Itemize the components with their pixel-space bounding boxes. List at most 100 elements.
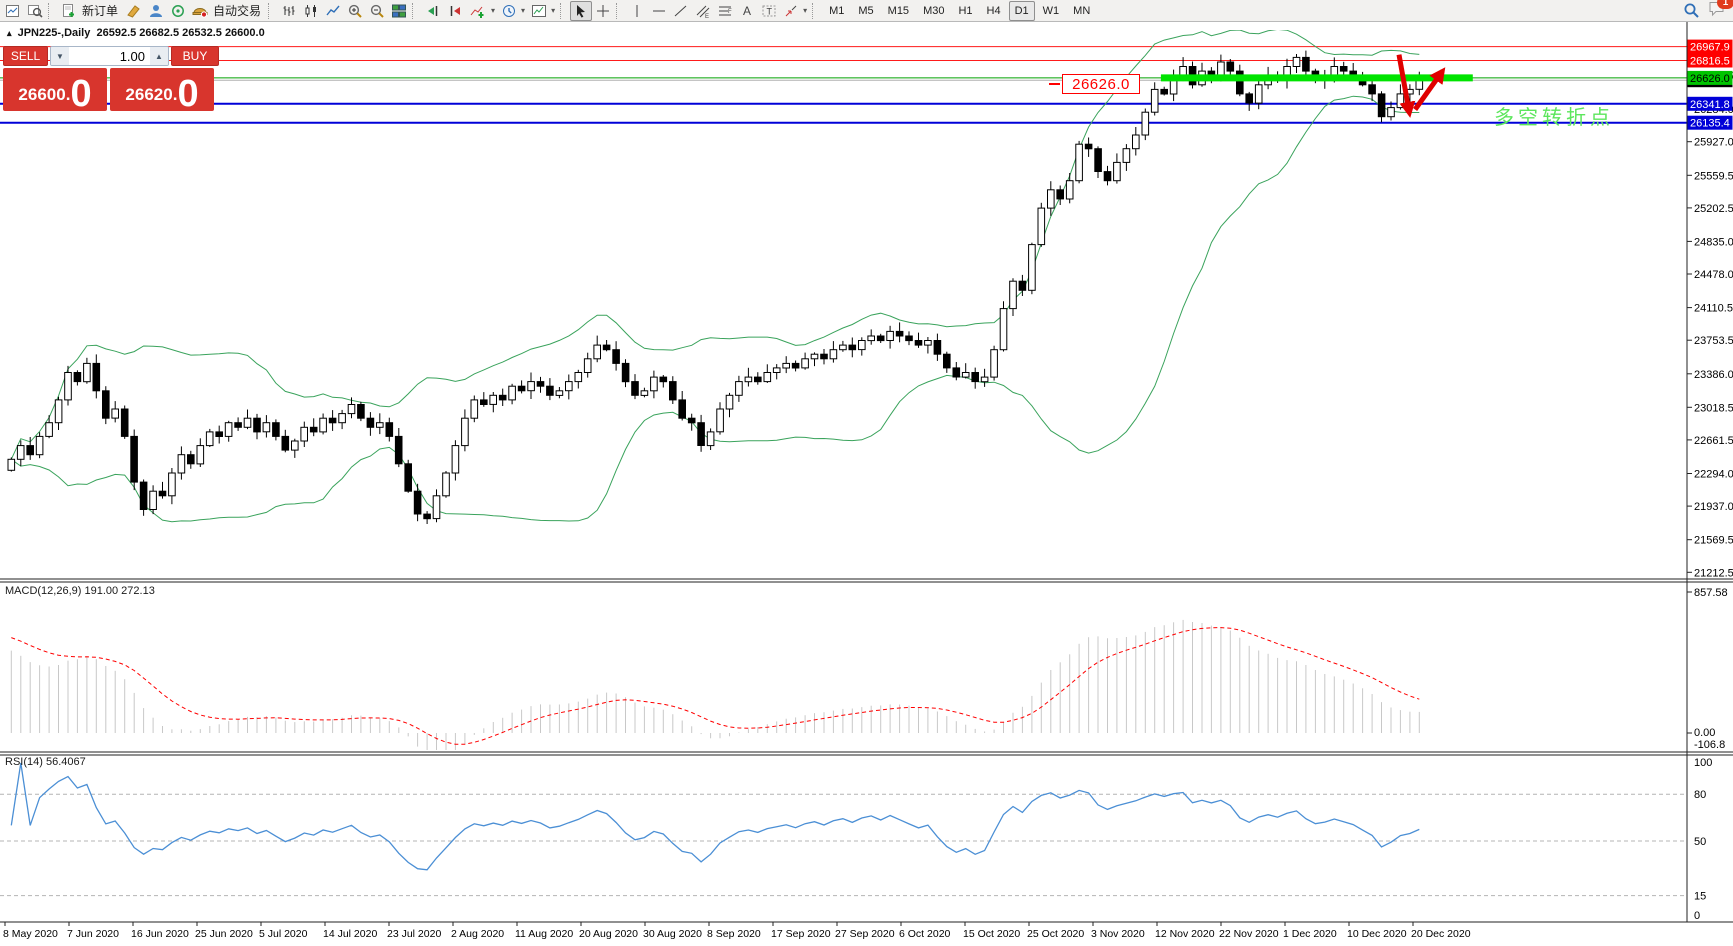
indicators-icon[interactable]: ▾ xyxy=(466,1,498,21)
chevron-down-icon: ▾ xyxy=(491,6,496,15)
svg-text:5 Jul 2020: 5 Jul 2020 xyxy=(259,928,308,940)
volume-stepper: ▼ ▲ xyxy=(50,46,169,66)
toolbar-drag-handle[interactable] xyxy=(812,2,818,19)
toolbar-drag-handle[interactable] xyxy=(268,2,274,19)
svg-text:24110.5: 24110.5 xyxy=(1694,303,1733,315)
svg-text:17 Sep 2020: 17 Sep 2020 xyxy=(771,928,831,940)
toolbar-drag-handle[interactable] xyxy=(560,2,566,19)
buy-button[interactable]: BUY xyxy=(171,46,219,66)
zoom-out-icon[interactable] xyxy=(366,1,388,21)
volume-input[interactable] xyxy=(69,47,150,65)
periods-icon[interactable]: ▾ xyxy=(498,1,528,21)
sell-price-button[interactable]: 26600. 0 xyxy=(3,68,107,113)
svg-text:23 Jul 2020: 23 Jul 2020 xyxy=(387,928,441,940)
svg-text:8 Sep 2020: 8 Sep 2020 xyxy=(707,928,761,940)
chart-symbol: JPN225-,Daily xyxy=(17,27,91,39)
volume-decrease-button[interactable]: ▼ xyxy=(51,47,69,65)
svg-text:26135.4: 26135.4 xyxy=(1690,118,1730,130)
toolbar-drag-handle[interactable] xyxy=(412,2,418,19)
svg-text:23018.5: 23018.5 xyxy=(1694,402,1733,414)
svg-text:F: F xyxy=(728,9,732,15)
chat-icon[interactable]: 1 xyxy=(1708,0,1733,22)
chart-ohlc: 26592.5 26682.5 26532.5 26600.0 xyxy=(96,27,265,39)
templates-icon[interactable]: ▾ xyxy=(528,1,558,21)
new-chart-icon[interactable] xyxy=(2,1,24,21)
candlestick-chart-icon[interactable] xyxy=(300,1,322,21)
fibonacci-tool[interactable]: F xyxy=(714,1,736,21)
turning-point-annotation[interactable]: 多空转折点 xyxy=(1494,107,1614,129)
svg-text:22294.0: 22294.0 xyxy=(1694,469,1733,481)
text-tool[interactable]: A xyxy=(736,1,758,21)
svg-text:80: 80 xyxy=(1694,789,1706,801)
direction-arrow[interactable] xyxy=(1413,67,1446,111)
autotrading-label: 自动交易 xyxy=(213,4,262,18)
timeframe-h4[interactable]: H4 xyxy=(986,4,1001,17)
svg-text:27 Sep 2020: 27 Sep 2020 xyxy=(835,928,895,940)
timeframe-mn[interactable]: MN xyxy=(1073,4,1091,17)
direction-arrow[interactable] xyxy=(1396,54,1416,118)
notification-badge: 1 xyxy=(1717,0,1733,9)
trendline-tool[interactable] xyxy=(670,1,692,21)
svg-text:25 Jun 2020: 25 Jun 2020 xyxy=(195,928,253,940)
timeframes-bar: M1 M5 M15 M30 H1 H4 D1 W1 MN xyxy=(822,0,1097,21)
svg-text:25927.0: 25927.0 xyxy=(1694,137,1733,149)
svg-text:A: A xyxy=(743,4,751,18)
timeframe-m5[interactable]: M5 xyxy=(858,4,874,17)
history-icon[interactable] xyxy=(123,1,145,21)
equidistant-channel-tool[interactable]: E xyxy=(692,1,714,21)
cursor-tool[interactable] xyxy=(570,0,593,21)
svg-text:11 Aug 2020: 11 Aug 2020 xyxy=(515,928,573,940)
svg-text:20 Dec 2020: 20 Dec 2020 xyxy=(1411,928,1471,940)
svg-text:26341.8: 26341.8 xyxy=(1690,99,1730,111)
autotrading-button[interactable]: 自动交易 xyxy=(189,1,266,21)
chart-shift-icon[interactable] xyxy=(444,1,466,21)
signals-icon[interactable] xyxy=(167,1,189,21)
experts-icon[interactable] xyxy=(145,1,167,21)
timeframe-m15[interactable]: M15 xyxy=(887,4,910,17)
toolbar-drag-handle[interactable] xyxy=(616,2,622,19)
svg-text:25202.5: 25202.5 xyxy=(1694,203,1733,215)
horizontal-line-tool[interactable] xyxy=(648,1,670,21)
svg-text:3 Nov 2020: 3 Nov 2020 xyxy=(1091,928,1145,940)
timeframe-d1[interactable]: D1 xyxy=(1008,0,1035,21)
arrows-tool[interactable]: ▾ xyxy=(780,1,810,21)
timeframe-m30[interactable]: M30 xyxy=(923,4,945,17)
svg-text:21569.5: 21569.5 xyxy=(1694,535,1733,547)
new-order-button[interactable]: 新订单 xyxy=(58,1,123,21)
toolbar-right-group: 1 xyxy=(1683,0,1733,22)
volume-increase-button[interactable]: ▲ xyxy=(150,47,168,65)
auto-scroll-icon[interactable] xyxy=(422,1,444,21)
timeframe-w1[interactable]: W1 xyxy=(1042,4,1060,17)
svg-text:50: 50 xyxy=(1694,836,1706,848)
svg-text:7 Jun 2020: 7 Jun 2020 xyxy=(67,928,119,940)
toolbar-drag-handle[interactable] xyxy=(48,2,54,19)
svg-text:14 Jul 2020: 14 Jul 2020 xyxy=(323,928,377,940)
crosshair-tool[interactable] xyxy=(592,1,614,21)
vertical-line-tool[interactable] xyxy=(626,1,648,21)
timeframe-h1[interactable]: H1 xyxy=(958,4,973,17)
svg-text:15: 15 xyxy=(1694,891,1706,903)
line-chart-icon[interactable] xyxy=(322,1,344,21)
svg-text:6 Oct 2020: 6 Oct 2020 xyxy=(899,928,951,940)
svg-text:E: E xyxy=(705,14,709,19)
timeframe-m1[interactable]: M1 xyxy=(829,4,845,17)
zoom-in-icon[interactable] xyxy=(344,1,366,21)
tile-windows-icon[interactable] xyxy=(388,1,410,21)
svg-text:857.58: 857.58 xyxy=(1694,587,1728,599)
sell-button[interactable]: SELL xyxy=(3,46,48,66)
svg-text:25559.5: 25559.5 xyxy=(1694,170,1733,182)
bar-chart-icon[interactable] xyxy=(278,1,300,21)
svg-text:0.00: 0.00 xyxy=(1694,727,1715,739)
macd-indicator xyxy=(10,619,1420,750)
search-icon[interactable] xyxy=(1683,2,1700,19)
svg-text:22661.5: 22661.5 xyxy=(1694,435,1733,447)
text-label-tool[interactable]: T xyxy=(758,1,780,21)
bollinger-bands xyxy=(10,30,1420,523)
rsi-indicator-label: RSI(14) 56.4067 xyxy=(5,756,86,768)
profiles-icon[interactable] xyxy=(24,1,46,21)
price-level-label[interactable]: 26626.0 xyxy=(1062,74,1140,94)
svg-text:26626.0: 26626.0 xyxy=(1690,73,1730,85)
buy-price-button[interactable]: 26620. 0 xyxy=(110,68,214,113)
